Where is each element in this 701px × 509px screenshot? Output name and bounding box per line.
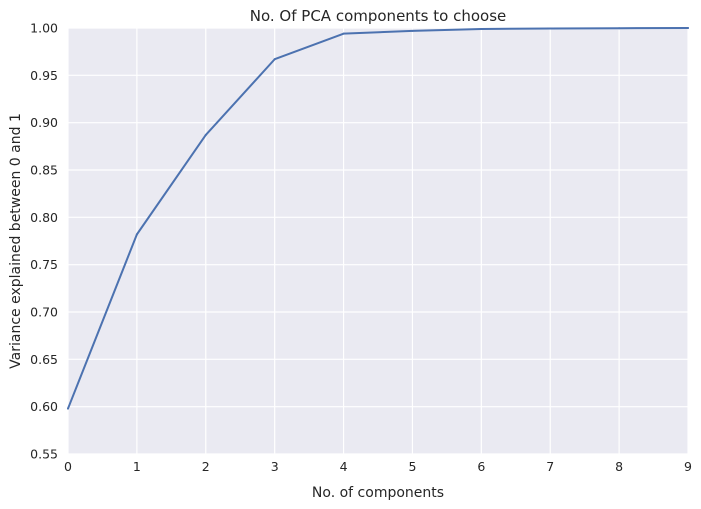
data-point [687,27,689,29]
y-tick-label: 0.70 [30,305,58,320]
tick-labels: 0 1 2 3 4 5 6 7 8 9 0.55 0.60 0.65 0.70 0.75 0.80 0.85 0.… [30,21,692,475]
data-point [480,27,483,30]
x-tick-label: 4 [340,459,348,474]
x-tick-label: 9 [684,459,692,474]
data-point [342,32,345,35]
data-point [67,407,69,410]
x-tick-label: 1 [133,459,141,474]
y-tick-label: 0.75 [30,257,58,272]
x-tick-label: 7 [546,459,554,474]
data-point [411,29,414,32]
data-point [135,233,138,236]
y-tick-label: 0.60 [30,399,58,414]
y-tick-label: 0.90 [30,115,58,130]
chart-title: No. Of PCA components to choose [250,7,507,25]
x-tick-label: 0 [64,459,72,474]
x-tick-label: 8 [615,459,623,474]
y-axis-label: Variance explained between 0 and 1 [8,113,24,369]
data-point [618,27,621,30]
y-tick-label: 0.95 [30,68,58,83]
x-tick-label: 2 [202,459,210,474]
data-point [273,58,276,61]
series-line [67,27,689,410]
y-tick-label: 0.55 [30,447,58,462]
x-tick-label: 5 [408,459,416,474]
series-layer [67,27,689,410]
x-tick-label: 6 [477,459,485,474]
grid-lines [67,27,689,455]
data-point [549,27,552,30]
plot-area [68,28,688,454]
x-tick-label: 3 [271,459,279,474]
y-tick-label: 1.00 [30,21,58,36]
y-tick-label: 0.80 [30,210,58,225]
data-point [204,133,207,136]
y-tick-label: 0.65 [30,352,58,367]
y-tick-label: 0.85 [30,163,58,178]
x-axis-label: No. of components [312,485,444,501]
